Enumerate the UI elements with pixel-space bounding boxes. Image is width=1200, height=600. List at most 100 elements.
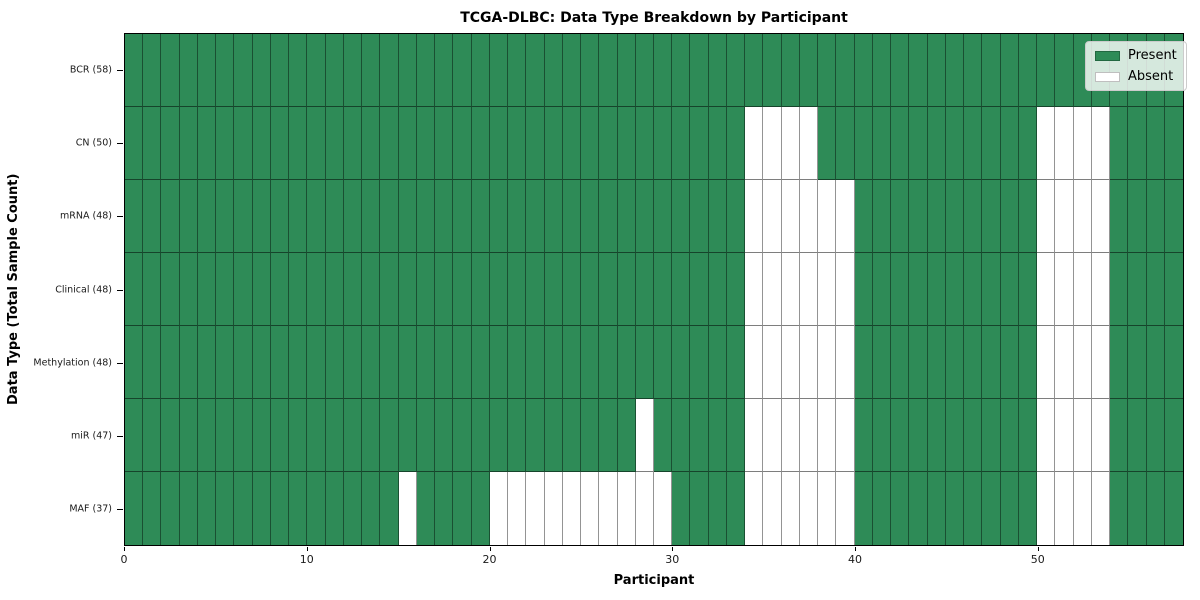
heatmap-cell [380, 399, 399, 472]
heatmap-cell [635, 180, 654, 253]
heatmap-cell [179, 253, 198, 326]
heatmap-cell [581, 107, 600, 180]
heatmap-cell [909, 253, 928, 326]
heatmap-cell [781, 180, 800, 253]
heatmap-cell [343, 253, 363, 326]
heatmap-cell [270, 34, 290, 107]
heatmap-cell [635, 472, 654, 545]
heatmap-cell [982, 253, 1001, 326]
heatmap-cell [891, 253, 910, 326]
heatmap-cell [526, 107, 545, 180]
heatmap-cell [1000, 253, 1019, 326]
heatmap-cell [435, 399, 454, 472]
heatmap-cell [362, 34, 381, 107]
heatmap-cell [343, 34, 363, 107]
heatmap-cell [599, 472, 618, 545]
heatmap-cell [1018, 180, 1038, 253]
heatmap-cell [562, 472, 582, 545]
heatmap-cell [508, 107, 527, 180]
heatmap-cell [289, 472, 308, 545]
x-tick-mark [306, 547, 308, 551]
heatmap-cell [799, 253, 819, 326]
heatmap-cell [909, 399, 928, 472]
heatmap-cell [161, 326, 180, 399]
heatmap-cell [489, 34, 509, 107]
heatmap-cell [836, 180, 855, 253]
heatmap-cell [1073, 399, 1092, 472]
heatmap-cell [599, 180, 618, 253]
x-axis-ticks: 0 10 20 30 40 50 [121, 546, 1184, 576]
heatmap-cell [617, 326, 636, 399]
heatmap-cell [599, 107, 618, 180]
heatmap-cell [581, 472, 600, 545]
heatmap-cell [435, 472, 454, 545]
heatmap-cell [398, 34, 417, 107]
heatmap-cell [1055, 399, 1074, 472]
heatmap-cell [1073, 107, 1092, 180]
heatmap-cell [325, 399, 344, 472]
heatmap-cell [1037, 326, 1056, 399]
heatmap-cell [562, 180, 582, 253]
heatmap-cell [143, 399, 162, 472]
heatmap-cell [1037, 107, 1056, 180]
y-axis-labels: BCR (58) CN (50) mRNA (48) Clinical (48) Met… [0, 33, 112, 546]
heatmap-cell [508, 253, 527, 326]
heatmap-cell [690, 472, 709, 545]
heatmap-cell [1091, 326, 1111, 399]
heatmap-cell [982, 399, 1001, 472]
heatmap-cell [781, 253, 800, 326]
heatmap-cell [763, 34, 782, 107]
heatmap-cell [1110, 180, 1129, 253]
legend-label-absent: Absent [1128, 69, 1174, 84]
heatmap-cell [143, 326, 162, 399]
heatmap-cell [745, 399, 764, 472]
heatmap-cell [380, 253, 399, 326]
heatmap-cell [927, 34, 946, 107]
heatmap-cell [453, 34, 472, 107]
heatmap-cell [635, 34, 654, 107]
heatmap-cell [252, 253, 271, 326]
heatmap-cell [1091, 180, 1111, 253]
heatmap-cell [289, 399, 308, 472]
heatmap-cell [964, 472, 983, 545]
heatmap-cell [489, 472, 509, 545]
heatmap-cell [307, 253, 326, 326]
heatmap-cell [781, 472, 800, 545]
heatmap-cell [854, 472, 873, 545]
heatmap-cell [234, 253, 253, 326]
x-tick-label: 50 [1030, 553, 1045, 566]
heatmap-cell [745, 107, 764, 180]
x-tick-mark [855, 547, 857, 551]
heatmap-cell [179, 107, 198, 180]
heatmap-cell [234, 180, 253, 253]
heatmap-cell [562, 34, 582, 107]
heatmap-cell [964, 34, 983, 107]
heatmap-cell [234, 34, 253, 107]
heatmap-cell [216, 472, 235, 545]
heatmap-cell [1055, 326, 1074, 399]
heatmap-cell [854, 180, 873, 253]
heatmap-cell [1073, 326, 1092, 399]
heatmap-cell [982, 34, 1001, 107]
heatmap-cell [1091, 107, 1111, 180]
heatmap-cell [125, 326, 144, 399]
heatmap-cell [197, 107, 217, 180]
heatmap-cell [270, 326, 290, 399]
heatmap-cell [143, 253, 162, 326]
heatmap-cell [453, 253, 472, 326]
heatmap-cell [252, 107, 271, 180]
heatmap-cell [617, 399, 636, 472]
heatmap-cell [1073, 253, 1092, 326]
heatmap-cell [964, 107, 983, 180]
heatmap-cell [416, 107, 436, 180]
heatmap-cell [398, 253, 417, 326]
heatmap-cell [362, 180, 381, 253]
heatmap-cell [380, 107, 399, 180]
heatmap-cell [416, 253, 436, 326]
heatmap-cell [854, 399, 873, 472]
heatmap-cell [1128, 180, 1147, 253]
heatmap-cell [234, 326, 253, 399]
heatmap-cell [964, 326, 983, 399]
heatmap-cell [745, 326, 764, 399]
heatmap-cell [909, 34, 928, 107]
